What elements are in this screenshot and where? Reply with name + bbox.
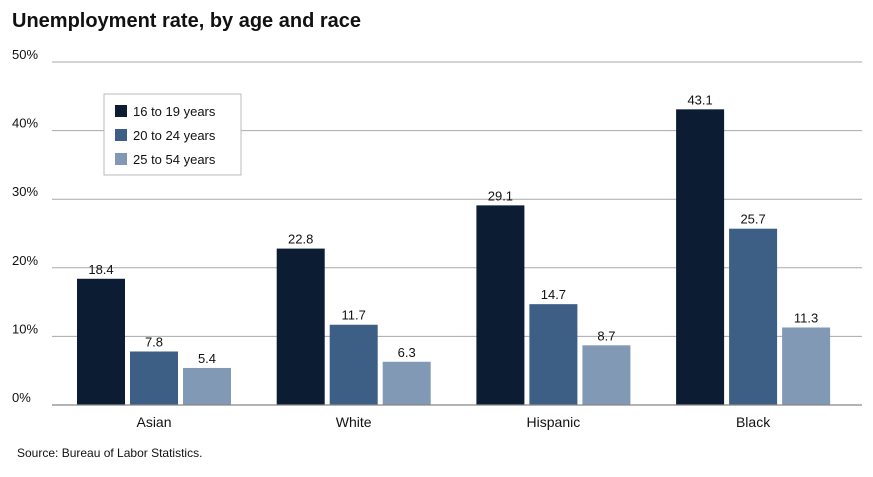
chart-source: Source: Bureau of Labor Statistics. [17,446,203,460]
bar [183,367,231,405]
x-tick-label: Black [736,414,771,430]
bar-value-label: 5.4 [198,351,216,366]
bar-value-label: 25.7 [740,212,765,227]
y-tick-label: 50% [12,47,38,62]
bar-value-label: 7.8 [145,334,163,349]
x-tick-label: Hispanic [527,414,581,430]
bar [582,345,631,405]
x-tick-label: Asian [136,414,171,430]
legend-swatch [115,153,127,165]
chart-title: Unemployment rate, by age and race [12,10,362,32]
bar-value-label: 11.7 [342,308,366,323]
bar [77,278,125,405]
bar [382,361,431,405]
bar [276,248,325,405]
y-tick-label: 10% [12,321,38,336]
bar-value-label: 6.3 [398,345,416,360]
bar [782,327,831,405]
bar [676,109,725,406]
bar-value-label: 14.7 [541,287,566,302]
bar [529,304,578,405]
y-tick-label: 40% [12,116,38,131]
bar-value-label: 18.4 [88,262,113,277]
bar [476,205,525,405]
bar-value-label: 8.7 [597,328,615,343]
x-tick-label: White [336,414,372,430]
legend-label: 20 to 24 years [133,128,216,143]
legend-label: 16 to 19 years [133,104,216,119]
bar [329,324,378,405]
bar-value-label: 43.1 [687,92,712,107]
bar-value-label: 11.3 [794,310,818,325]
bar [729,228,778,405]
y-tick-label: 0% [12,390,31,405]
legend-swatch [115,105,127,117]
y-tick-label: 30% [12,184,38,199]
bar [130,351,178,405]
y-tick-label: 20% [12,253,38,268]
bar-value-label: 22.8 [288,232,313,247]
legend-label: 25 to 54 years [133,152,216,167]
bar-value-label: 29.1 [488,188,513,203]
legend-swatch [115,129,127,141]
